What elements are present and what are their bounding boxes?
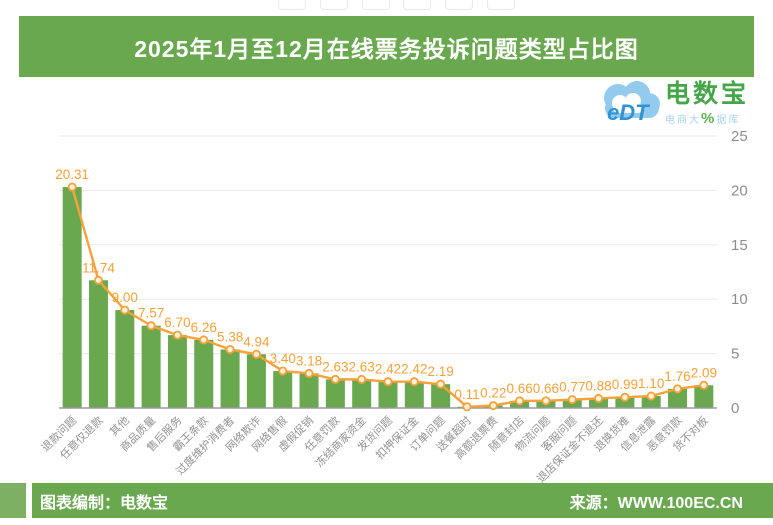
data-point-marker bbox=[488, 401, 498, 411]
cloud-icon: eDT bbox=[604, 81, 660, 125]
value-label: 0.66 bbox=[533, 381, 559, 396]
data-point-marker bbox=[304, 368, 314, 378]
bar bbox=[141, 325, 161, 408]
bar bbox=[694, 385, 714, 408]
bar bbox=[378, 381, 398, 408]
chart-canvas: 20.31 11.74 9.007.576.70 6.265.38 4.943.40 3.… bbox=[38, 128, 748, 483]
value-label: 0.99 bbox=[612, 377, 638, 392]
svg-text:eDT: eDT bbox=[607, 100, 650, 125]
footer-credit: 图表编制：电数宝 bbox=[40, 494, 169, 512]
data-point-marker bbox=[278, 366, 288, 376]
footer-accent-block bbox=[0, 483, 26, 518]
data-point-marker bbox=[199, 335, 209, 345]
bar bbox=[589, 398, 609, 408]
value-label: 2.19 bbox=[427, 364, 453, 379]
data-point-marker bbox=[436, 379, 446, 389]
value-label: 6.70 bbox=[164, 315, 190, 330]
bar bbox=[352, 379, 372, 408]
value-label: 1.10 bbox=[638, 376, 664, 391]
value-label: 2.09 bbox=[691, 365, 717, 380]
bar bbox=[246, 354, 266, 408]
toolbar-button[interactable] bbox=[362, 0, 390, 10]
data-point-marker bbox=[409, 377, 419, 387]
value-label: 0.11 bbox=[454, 387, 479, 402]
bar bbox=[62, 187, 82, 408]
toolbar-button[interactable] bbox=[403, 0, 431, 10]
value-label: 20.31 bbox=[55, 167, 89, 182]
data-point-marker bbox=[673, 384, 683, 394]
data-point-marker bbox=[462, 402, 472, 412]
y-tick-label: 20 bbox=[731, 182, 748, 199]
value-label: 11.74 bbox=[82, 260, 115, 275]
y-tick-label: 0 bbox=[731, 400, 739, 417]
value-label: 6.26 bbox=[191, 320, 217, 335]
footer-bar: 图表编制：电数宝 来源：WWW.100EC.CN bbox=[32, 483, 773, 518]
y-tick-label: 10 bbox=[731, 291, 748, 308]
value-label: 0.66 bbox=[506, 381, 532, 396]
bar bbox=[404, 381, 424, 408]
bar bbox=[220, 349, 240, 408]
data-point-marker bbox=[646, 391, 656, 401]
value-label: 2.63 bbox=[349, 359, 375, 374]
data-point-marker bbox=[120, 305, 130, 315]
value-label: 0.88 bbox=[585, 378, 611, 393]
data-point-marker bbox=[515, 396, 525, 406]
bar bbox=[615, 397, 635, 408]
bar bbox=[115, 310, 135, 408]
data-point-marker bbox=[93, 275, 103, 285]
title-banner: 2025年1月至12月在线票务投诉问题类型占比图 bbox=[19, 16, 754, 77]
bar bbox=[299, 373, 319, 408]
y-tick-label: 25 bbox=[731, 128, 748, 145]
logo-percent: % bbox=[701, 110, 717, 127]
toolbar-button[interactable] bbox=[487, 0, 515, 10]
bar bbox=[641, 396, 661, 408]
data-point-marker bbox=[567, 395, 577, 405]
value-label: 0.77 bbox=[559, 380, 585, 395]
value-label: 0.22 bbox=[480, 386, 506, 401]
bar bbox=[431, 384, 451, 408]
data-point-marker bbox=[225, 344, 235, 354]
toolbar-button[interactable] bbox=[445, 0, 473, 10]
data-point-marker bbox=[620, 392, 630, 402]
value-label: 2.42 bbox=[401, 362, 427, 377]
data-point-marker bbox=[594, 393, 604, 403]
logo-subtitle: 电商大%据库 bbox=[665, 111, 755, 126]
value-label: 9.00 bbox=[112, 290, 138, 305]
logo-sub-left: 电商大 bbox=[665, 115, 701, 126]
data-point-marker bbox=[541, 396, 551, 406]
data-point-marker bbox=[146, 321, 156, 331]
data-point-marker bbox=[383, 377, 393, 387]
value-label: 4.94 bbox=[243, 334, 270, 349]
value-label: 7.57 bbox=[138, 306, 164, 321]
toolbar-button[interactable] bbox=[278, 0, 306, 10]
bar bbox=[325, 379, 345, 408]
y-tick-label: 15 bbox=[731, 237, 748, 254]
bar bbox=[88, 280, 108, 408]
edt-logo: eDT 电数宝 电商大%据库 bbox=[593, 76, 753, 138]
value-label: 3.18 bbox=[296, 353, 322, 368]
value-label: 1.76 bbox=[664, 369, 690, 384]
y-tick-label: 5 bbox=[731, 346, 739, 363]
footer: 图表编制：电数宝 来源：WWW.100EC.CN bbox=[0, 483, 773, 518]
logo-name: 电数宝 bbox=[665, 80, 750, 108]
data-point-marker bbox=[330, 374, 340, 384]
value-label: 2.42 bbox=[375, 362, 401, 377]
bar bbox=[668, 388, 688, 408]
data-point-marker bbox=[172, 330, 182, 340]
bar bbox=[167, 335, 187, 408]
bar bbox=[273, 371, 293, 408]
logo-sub-right: 据库 bbox=[716, 115, 741, 126]
page-title: 2025年1月至12月在线票务投诉问题类型占比图 bbox=[134, 35, 639, 62]
value-label: 5.38 bbox=[217, 329, 243, 344]
toolbar-button[interactable] bbox=[320, 0, 348, 10]
data-point-marker bbox=[251, 349, 261, 359]
footer-source: 来源：WWW.100EC.CN bbox=[569, 494, 743, 512]
data-point-marker bbox=[67, 182, 77, 192]
value-label: 2.63 bbox=[322, 359, 348, 374]
bar bbox=[194, 339, 214, 408]
data-point-marker bbox=[699, 380, 709, 390]
data-point-marker bbox=[357, 374, 367, 384]
value-label: 3.40 bbox=[270, 351, 296, 366]
